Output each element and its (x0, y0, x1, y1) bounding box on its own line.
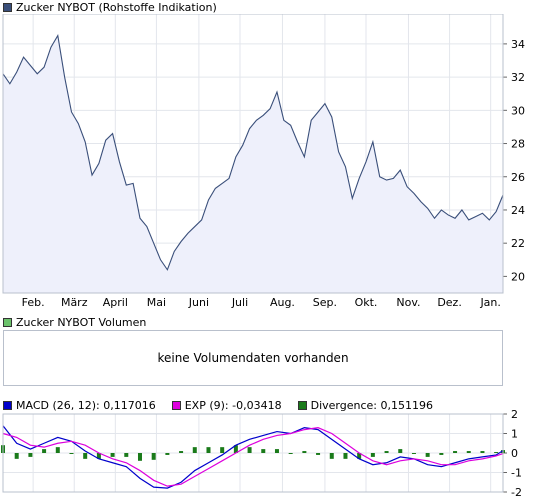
divergence-bar (316, 453, 321, 455)
exp-legend-label: EXP (9): -0,03418 (184, 398, 282, 412)
macd-y-tick-label: 1 (511, 428, 518, 441)
divergence-bar (69, 453, 74, 454)
y-tick-label: 24 (511, 204, 525, 217)
x-tick-label: Sep. (313, 296, 337, 309)
x-tick-label: Jan. (479, 296, 500, 309)
x-tick-label: Okt. (355, 296, 378, 309)
x-tick-label: April (103, 296, 128, 309)
divergence-bar (439, 453, 444, 455)
divergence-bar (329, 453, 334, 459)
divergence-bar (480, 451, 485, 453)
volume-empty-message: keine Volumendaten vorhanden (157, 351, 349, 365)
y-tick-label: 28 (511, 138, 525, 151)
divergence-bar (110, 453, 115, 457)
divergence-bar (83, 453, 88, 459)
price-area-fill (3, 35, 503, 293)
divergence-bar (274, 449, 279, 453)
volume-legend: Zucker NYBOT Volumen (3, 315, 146, 329)
y-tick-label: 32 (511, 71, 525, 84)
volume-legend-swatch (3, 317, 12, 327)
y-tick-label: 22 (511, 237, 525, 250)
x-tick-label: Mai (147, 296, 166, 309)
y-tick-label: 30 (511, 104, 525, 117)
macd-legend: MACD (26, 12): 0,117016 EXP (9): -0,0341… (3, 398, 433, 412)
divergence-bar (28, 453, 33, 457)
divergence-bar (247, 447, 252, 453)
divergence-bar (124, 453, 129, 457)
divergence-bar (384, 451, 389, 453)
exp-series-line (2, 427, 504, 487)
divergence-bar (466, 451, 471, 453)
price-legend-swatch (3, 2, 12, 12)
volume-panel: keine Volumendaten vorhanden (3, 330, 503, 386)
divergence-bar (425, 453, 430, 457)
divergence-bar (192, 447, 197, 453)
x-tick-label: Juli (231, 296, 248, 309)
divergence-legend-swatch (297, 400, 307, 410)
macd-series-line (2, 425, 504, 489)
macd-y-tick-label: 0 (511, 447, 518, 460)
macd-y-tick-label: -2 (511, 486, 522, 499)
divergence-bar (370, 453, 375, 457)
divergence-bar (55, 447, 60, 453)
x-tick-label: Feb. (22, 296, 45, 309)
y-tick-label: 20 (511, 270, 525, 283)
macd-legend-item: MACD (26, 12): 0,117016 (3, 399, 156, 412)
price-chart: Feb. März April Mai Juni Juli Aug. Sep. Okt. Nov.… (2, 14, 525, 309)
divergence-bar (206, 447, 211, 453)
macd-legend-swatch (3, 400, 12, 410)
divergence-bar (137, 453, 142, 461)
price-legend: Zucker NYBOT (Rohstoffe Indikation) (3, 0, 217, 14)
divergence-bar (151, 453, 156, 460)
macd-legend-label: MACD (26, 12): 0,117016 (16, 398, 156, 412)
y-tick-label: 26 (511, 171, 525, 184)
x-tick-label: Juni (188, 296, 209, 309)
divergence-bar (357, 453, 362, 459)
x-tick-label: Nov. (396, 296, 420, 309)
macd-chart: 2 1 0 -1 -2 (1, 408, 522, 499)
exp-legend-swatch (171, 400, 181, 410)
x-tick-label: März (61, 296, 88, 309)
divergence-bar (42, 449, 47, 453)
divergence-bar (453, 451, 458, 453)
price-legend-label: Zucker NYBOT (Rohstoffe Indikation) (16, 0, 217, 14)
exp-legend-item: EXP (9): -0,03418 (171, 398, 282, 412)
divergence-bar (14, 453, 19, 459)
volume-legend-label: Zucker NYBOT Volumen (16, 315, 147, 329)
divergence-legend-item: Divergence: 0,151196 (297, 398, 433, 412)
divergence-bar (96, 453, 101, 459)
divergence-bar (165, 453, 170, 455)
divergence-bar (302, 451, 307, 453)
macd-plot-border (2, 413, 504, 493)
divergence-bar (179, 451, 184, 453)
macd-y-tick-label: 2 (511, 408, 518, 421)
price-series-line (2, 34, 504, 271)
divergence-bar (398, 449, 403, 453)
divergence-bar (220, 447, 225, 453)
divergence-bar (288, 453, 293, 454)
price-plot-border (2, 14, 504, 294)
y-tick-label: 34 (511, 38, 525, 51)
divergence-bar (343, 453, 348, 459)
divergence-bar (411, 453, 416, 454)
x-tick-label: Dez. (437, 296, 462, 309)
x-tick-label: Aug. (270, 296, 295, 309)
divergence-legend-label: Divergence: 0,151196 (310, 398, 433, 412)
divergence-bar (494, 452, 499, 454)
divergence-bar (233, 445, 238, 453)
macd-y-tick-label: -1 (511, 467, 522, 480)
divergence-bar (261, 449, 266, 453)
